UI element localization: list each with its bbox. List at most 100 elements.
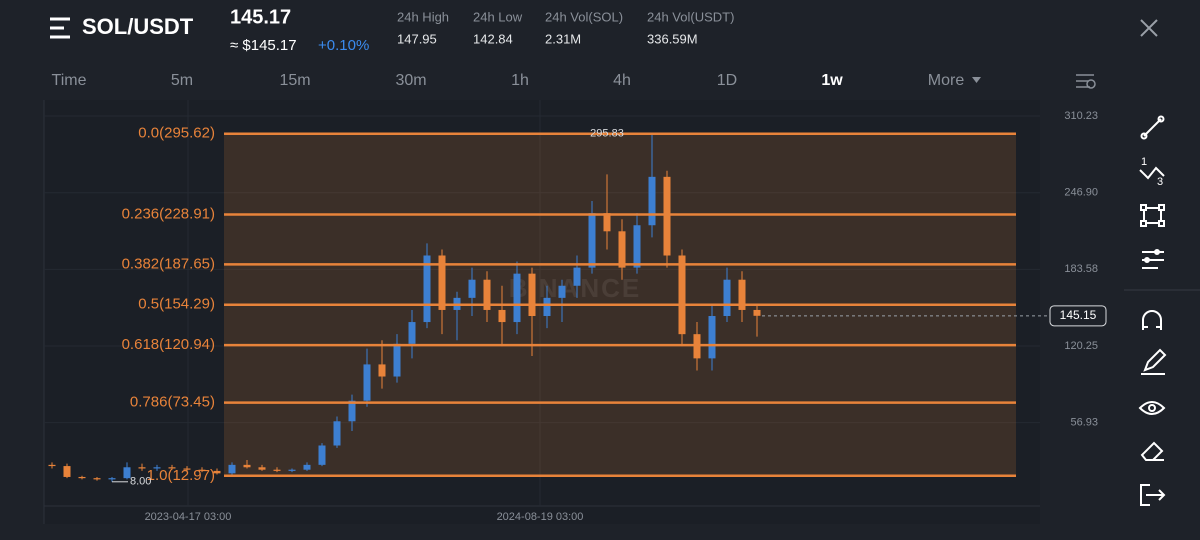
candle-body — [528, 273, 536, 317]
candle-body — [258, 467, 266, 470]
candle-body — [213, 470, 221, 474]
interval-tab[interactable]: Time — [52, 72, 87, 89]
candle-body — [93, 478, 101, 480]
price: 145.17 — [230, 6, 291, 28]
svg-text:1: 1 — [1141, 156, 1147, 168]
stat-label: 24h High — [397, 9, 449, 24]
stat-label: 24h Vol(SOL) — [545, 9, 623, 24]
fib-label: 0.786(73.45) — [130, 394, 215, 411]
text-tool[interactable] — [1142, 249, 1164, 269]
candle-body — [63, 466, 71, 477]
candle-body — [123, 467, 131, 479]
exit-tool[interactable] — [1140, 484, 1166, 506]
toolbar: 13 — [1124, 115, 1200, 506]
stat-value: 336.59M — [647, 31, 698, 46]
candle-body — [483, 279, 491, 310]
candle-body — [513, 273, 521, 323]
candle-body — [333, 421, 341, 446]
candle-body — [423, 255, 431, 323]
stat-label: 24h Vol(USDT) — [647, 9, 734, 24]
candle-body — [168, 467, 176, 469]
visibility-tool[interactable] — [1138, 401, 1166, 415]
candle-body — [558, 285, 566, 298]
candle-body — [183, 468, 191, 470]
interval-tab[interactable]: 1h — [511, 72, 529, 89]
candle-body — [618, 231, 626, 268]
candle-body — [138, 467, 146, 469]
candle-body — [723, 279, 731, 317]
candle-body — [648, 176, 656, 226]
erase-tool[interactable] — [1140, 441, 1164, 461]
interval-tab[interactable]: More — [928, 72, 965, 89]
fib-label: 0.0(295.62) — [138, 125, 215, 142]
candle-body — [153, 467, 161, 469]
x-tick-label: 2023-04-17 03:00 — [145, 511, 232, 523]
candle-body — [498, 309, 506, 323]
interval-tab[interactable]: 30m — [395, 72, 426, 89]
fib-label: 0.236(228.91) — [122, 205, 215, 222]
fib-label: 0.382(187.65) — [122, 255, 215, 272]
draw-tool[interactable] — [1141, 348, 1167, 375]
interval-tab[interactable]: 1D — [717, 72, 737, 89]
y-tick-label: 120.25 — [1064, 340, 1098, 352]
pair[interactable]: SOL/USDT — [82, 14, 194, 39]
candle-body — [363, 364, 371, 401]
candle-body — [603, 213, 611, 232]
interval-tab[interactable]: 4h — [613, 72, 631, 89]
high-marker: 295.83 — [590, 127, 624, 139]
trend-line-tool[interactable] — [1140, 115, 1165, 140]
interval-tab[interactable]: 5m — [171, 72, 193, 89]
candle-body — [273, 469, 281, 471]
candle-body — [663, 176, 671, 256]
candle-body — [378, 364, 386, 377]
candle-body — [408, 322, 416, 344]
candle-body — [588, 213, 596, 268]
stat-value: 147.95 — [397, 31, 437, 46]
magnet-tool[interactable] — [1142, 310, 1162, 330]
indicator-settings[interactable] — [1076, 74, 1096, 89]
stat-value: 142.84 — [473, 31, 513, 46]
low-marker: 8.00 — [130, 476, 151, 488]
price-usd: ≈ $145.17 — [230, 37, 297, 54]
candle-body — [678, 255, 686, 335]
close-button[interactable] — [1140, 19, 1158, 37]
y-tick-label: 56.93 — [1070, 416, 1098, 428]
fib-tool[interactable]: 13 — [1139, 156, 1165, 188]
last-price-label: 145.15 — [1060, 308, 1097, 322]
candle-body — [303, 464, 311, 470]
y-tick-label: 183.58 — [1064, 263, 1098, 275]
shape-tool[interactable] — [1140, 204, 1165, 227]
fib-label: 0.618(120.94) — [122, 336, 215, 353]
dropdown-arrow — [972, 77, 981, 83]
candle-body — [348, 400, 356, 422]
candle-body — [78, 476, 86, 479]
chart: BINANCE — [44, 100, 1040, 506]
candle-body — [288, 469, 296, 471]
candle-body — [573, 267, 581, 286]
interval-tab[interactable]: 15m — [279, 72, 310, 89]
stat-value: 2.31M — [545, 31, 581, 46]
x-tick-label: 2024-08-19 03:00 — [497, 511, 584, 523]
chart-area — [44, 100, 1040, 524]
candle-body — [228, 464, 236, 474]
stat-label: 24h Low — [473, 9, 523, 24]
y-tick-label: 310.23 — [1064, 110, 1098, 122]
last-price-box — [1049, 305, 1107, 327]
candle-body — [243, 464, 251, 468]
candle-body — [543, 297, 551, 317]
fib-label: 0.5(154.29) — [138, 296, 215, 313]
candle-body — [48, 464, 56, 467]
y-tick-label: 246.90 — [1064, 187, 1098, 199]
candle-body — [198, 469, 206, 471]
menu-icon[interactable] — [50, 17, 70, 39]
svg-text:3: 3 — [1157, 176, 1163, 188]
change: +0.10% — [318, 37, 369, 54]
candle-body — [633, 225, 641, 268]
candle-body — [468, 279, 476, 298]
candle-body — [708, 316, 716, 359]
candle-body — [438, 255, 446, 310]
candle-body — [318, 445, 326, 465]
interval-tab[interactable]: 1w — [821, 72, 843, 89]
